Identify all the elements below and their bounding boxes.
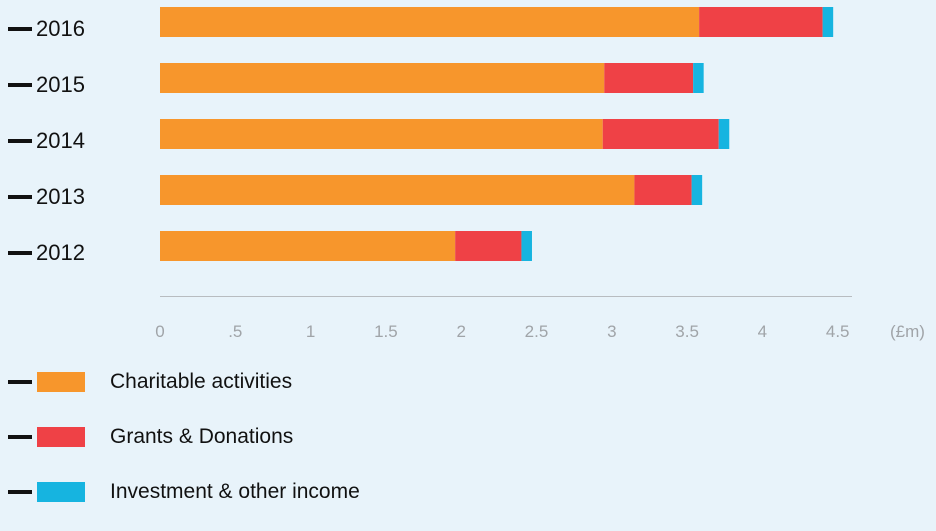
legend-swatch-grants-donations	[37, 427, 85, 447]
bar-2016-grants-donations	[699, 7, 823, 37]
x-tick-label: 1	[306, 322, 315, 341]
legend-swatch-charitable-activities	[37, 372, 85, 392]
x-tick-label: 1.5	[374, 322, 398, 341]
bar-2013-charitable-activities	[160, 175, 635, 205]
x-tick-label: 0	[155, 322, 164, 341]
year-label-2012: 2012	[36, 240, 85, 265]
x-tick-label: 3	[607, 322, 616, 341]
bar-2012-investment-other-income	[521, 231, 532, 261]
year-label-2014: 2014	[36, 128, 85, 153]
x-tick-label: 2.5	[525, 322, 549, 341]
x-tick-labels-group: 0 .5 1 1.5 2 2.5 3 3.5 4 4.5	[155, 322, 849, 341]
legend-dash	[8, 490, 32, 494]
x-tick-label: 2	[456, 322, 465, 341]
year-labels-group: 2016 2015 2014 2013 2012	[8, 16, 85, 265]
bar-2015-charitable-activities	[160, 63, 605, 93]
bar-2016-charitable-activities	[160, 7, 700, 37]
year-label-2016: 2016	[36, 16, 85, 41]
bar-2013-investment-other-income	[691, 175, 703, 205]
legend: Charitable activities Grants & Donations…	[8, 366, 708, 531]
x-tick-label: .5	[228, 322, 242, 341]
legend-dash	[8, 380, 32, 384]
bars-group	[160, 7, 834, 261]
bar-2012-grants-donations	[455, 231, 522, 261]
year-dash	[8, 139, 32, 143]
bar-2015-investment-other-income	[693, 63, 704, 93]
legend-label: Grants & Donations	[110, 425, 294, 448]
bar-2015-grants-donations	[604, 63, 694, 93]
legend-item-grants-donations: Grants & Donations	[8, 421, 708, 453]
year-label-2015: 2015	[36, 72, 85, 97]
year-label-2013: 2013	[36, 184, 85, 209]
bar-2014-charitable-activities	[160, 119, 603, 149]
x-tick-label: 4	[758, 322, 767, 341]
bar-2012-charitable-activities	[160, 231, 456, 261]
stacked-bar-chart: 2016 2015 2014 2013 2012 0 .5 1 1.5 2 2.5 3 3.5 4 4.5…	[8, 7, 925, 341]
year-dash	[8, 83, 32, 87]
legend-label: Investment & other income	[110, 480, 360, 503]
x-tick-label: 3.5	[675, 322, 699, 341]
unit-label: (£m)	[890, 322, 925, 341]
year-dash	[8, 27, 32, 31]
year-dash	[8, 195, 32, 199]
legend-label: Charitable activities	[110, 370, 293, 393]
bar-2013-grants-donations	[634, 175, 692, 205]
year-dash	[8, 251, 32, 255]
bar-2014-grants-donations	[602, 119, 719, 149]
legend-swatch-investment-other-income	[37, 482, 85, 502]
legend-dash	[8, 435, 32, 439]
bar-2014-investment-other-income	[718, 119, 730, 149]
x-tick-label: 4.5	[826, 322, 850, 341]
legend-item-investment-other-income: Investment & other income	[8, 476, 708, 508]
bar-2016-investment-other-income	[822, 7, 834, 37]
legend-item-charitable-activities: Charitable activities	[8, 366, 708, 398]
